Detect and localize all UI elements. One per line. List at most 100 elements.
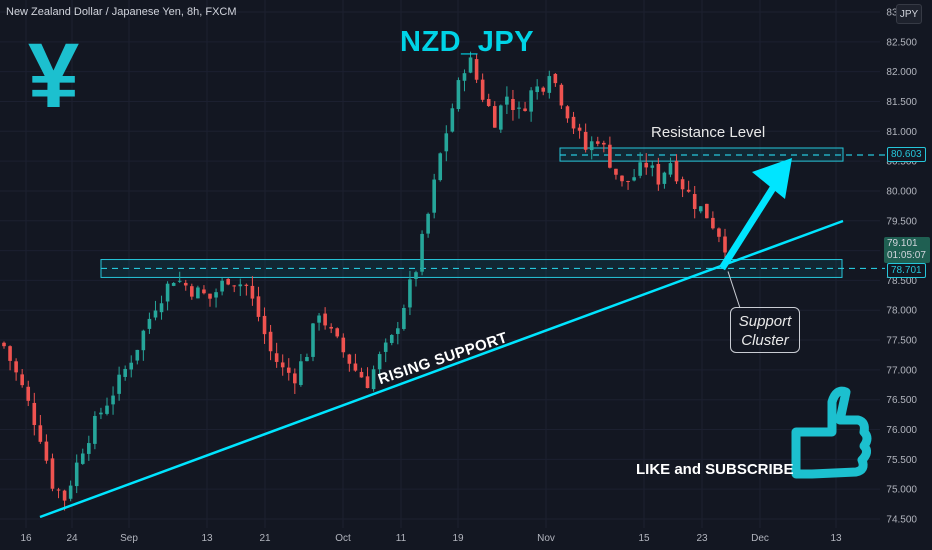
candle-body: [517, 107, 521, 109]
candle-body: [565, 106, 570, 119]
support-price-label: 78.701: [887, 263, 926, 278]
support-cluster-label: Support Cluster: [730, 307, 800, 353]
candle-body: [74, 462, 79, 487]
candle-body: [171, 282, 176, 286]
resistance-label: Resistance Level: [651, 124, 766, 141]
candle-body: [608, 144, 612, 168]
candle-body: [638, 162, 642, 176]
candle-body: [256, 296, 261, 317]
candle-body: [141, 330, 146, 351]
candle-body: [105, 405, 109, 414]
currency-badge[interactable]: JPY: [896, 4, 922, 24]
x-tick-label: 16: [20, 533, 32, 544]
candle-body: [686, 189, 691, 192]
x-tick-label: Nov: [537, 533, 555, 544]
candle-body: [456, 80, 461, 110]
candle-body: [529, 90, 533, 112]
y-tick-label: 74.500: [886, 515, 917, 526]
candle-body: [717, 228, 721, 237]
candle-body: [486, 99, 491, 106]
candle-body: [80, 453, 85, 464]
candle-body: [408, 279, 412, 308]
candle-body: [262, 315, 267, 335]
candle-body: [511, 99, 515, 111]
candle-body: [656, 164, 661, 185]
candle-body: [505, 96, 509, 105]
candle-body: [129, 362, 134, 370]
candle-body: [214, 292, 218, 298]
candle-body: [20, 374, 24, 386]
candle-body: [662, 172, 667, 184]
candle-body: [692, 194, 697, 209]
candle-body: [668, 163, 673, 175]
candle-body: [2, 342, 6, 347]
candle-body: [402, 308, 406, 329]
time-axis[interactable]: 16 24 Sep 13 21 Oct 11 19 Nov 15 23 Dec 13: [20, 533, 842, 544]
candle-body: [371, 369, 376, 390]
candle-body: [299, 361, 303, 385]
candle-body: [244, 284, 249, 286]
candle-body: [335, 328, 340, 337]
overlay-lines: [39, 158, 844, 519]
y-tick-label: 75.000: [886, 485, 917, 496]
candle-body: [226, 278, 230, 285]
candle-body: [365, 376, 370, 389]
candlestick-series: [2, 51, 727, 511]
candle-body: [450, 108, 455, 132]
x-tick-label: 19: [452, 533, 464, 544]
y-tick-label: 79.500: [886, 216, 917, 227]
candle-body: [595, 141, 600, 144]
candle-body: [196, 287, 200, 299]
candle-body: [383, 342, 388, 352]
y-tick-label: 75.500: [886, 455, 917, 466]
y-tick-label: 78.500: [886, 276, 917, 287]
candle-body: [444, 133, 449, 152]
upward-arrow-shaft: [719, 186, 776, 271]
candle-body: [644, 162, 649, 168]
y-tick-label: 77.500: [886, 336, 917, 347]
x-tick-label: Oct: [335, 533, 351, 544]
candle-body: [414, 272, 418, 279]
candle-body: [38, 425, 43, 442]
candle-body: [389, 335, 394, 343]
last-price-value: 79.101: [887, 238, 918, 249]
like-subscribe-text: LIKE and SUBSCRIBE: [636, 461, 794, 478]
candle-body: [56, 489, 61, 491]
candle-body: [250, 285, 255, 299]
candle-body: [499, 105, 503, 130]
candle-body: [317, 315, 321, 323]
candle-body: [26, 386, 31, 401]
level-zones: [100, 147, 885, 278]
candle-body: [559, 84, 564, 106]
candle-body: [650, 165, 655, 168]
candle-body: [571, 116, 576, 129]
candle-body: [305, 356, 309, 362]
candle-body: [577, 127, 582, 131]
x-tick-label: 23: [696, 533, 708, 544]
candle-body: [432, 179, 436, 213]
y-tick-label: 81.000: [886, 127, 917, 138]
candle-body: [553, 73, 558, 84]
candle-body: [44, 441, 49, 461]
candle-body: [535, 86, 539, 93]
candle-body: [602, 142, 606, 145]
page-title: NZD_JPY: [400, 26, 535, 58]
candle-body: [462, 73, 467, 81]
candle-body: [523, 108, 527, 111]
thumbs-up-icon[interactable]: [791, 386, 872, 479]
candle-body: [280, 362, 285, 368]
candle-body: [62, 490, 67, 501]
candle-body: [208, 293, 212, 299]
candle-body: [680, 179, 685, 190]
candle-body: [68, 485, 73, 499]
candle-body: [492, 106, 497, 128]
candle-body: [547, 76, 552, 93]
candle-body: [329, 326, 333, 329]
x-tick-label: 13: [201, 533, 213, 544]
last-price-label: 79.101 01:05:07: [884, 237, 930, 263]
x-tick-label: 21: [259, 533, 271, 544]
symbol-title: New Zealand Dollar / Japanese Yen, 8h, F…: [6, 6, 237, 18]
candle-body: [268, 331, 273, 352]
candle-body: [311, 323, 315, 357]
